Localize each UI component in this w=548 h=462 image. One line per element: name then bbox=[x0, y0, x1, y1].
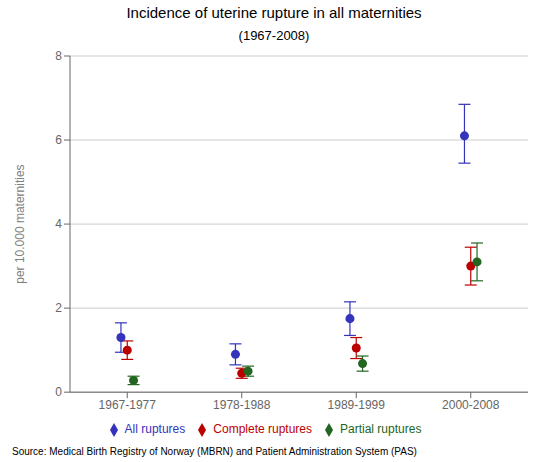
svg-text:2: 2 bbox=[55, 301, 62, 315]
html-text:Complete ruptures: Complete ruptures bbox=[213, 422, 312, 437]
svg-text:6: 6 bbox=[55, 133, 62, 147]
html-text:Partial ruptures: Partial ruptures bbox=[340, 422, 422, 437]
html-text:All ruptures: All ruptures bbox=[124, 422, 186, 437]
html-text:Source: Medical Birth Registry: Source: Medical Birth Registry of Norway… bbox=[12, 446, 417, 457]
svg-text:2000-2008: 2000-2008 bbox=[442, 398, 500, 412]
svg-text:1978-1988: 1978-1988 bbox=[213, 398, 271, 412]
svg-text:4: 4 bbox=[55, 217, 62, 231]
svg-text:per 10.000 maternities: per 10.000 maternities bbox=[13, 164, 27, 283]
svg-text:8: 8 bbox=[55, 49, 62, 63]
svg-text:1989-1999: 1989-1999 bbox=[328, 398, 386, 412]
html-text:(1967-2008): (1967-2008) bbox=[238, 28, 310, 43]
html-text:Incidence of uterine rupture i: Incidence of uterine rupture in all mate… bbox=[126, 4, 422, 21]
svg-text:0: 0 bbox=[55, 385, 62, 399]
svg-text:1967-1977: 1967-1977 bbox=[99, 398, 157, 412]
